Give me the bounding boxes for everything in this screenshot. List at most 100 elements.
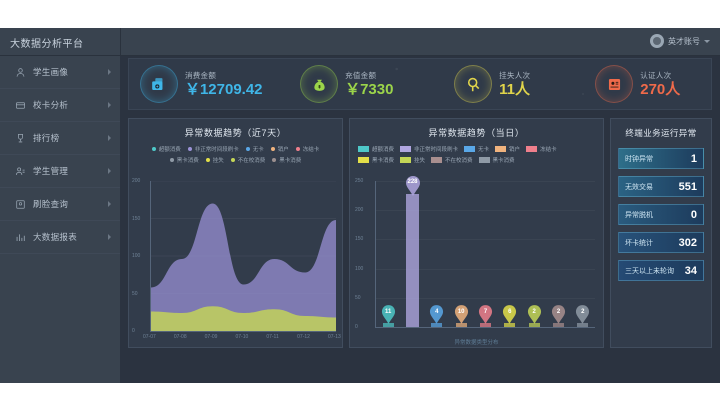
legend-item[interactable]: 销户: [270, 145, 289, 153]
grid-line: [376, 181, 595, 182]
bar: [553, 323, 564, 327]
value-marker-label: 2: [556, 308, 561, 315]
kpi-card-consumption: 消费金额 ￥12709.42: [129, 66, 275, 102]
sidebar-item-card-analysis[interactable]: 校卡分析: [0, 89, 120, 122]
chart-title: 异常数据趋势（近7天）: [184, 128, 287, 138]
user-avatar-icon: [650, 34, 664, 48]
user-menu[interactable]: 英才账号: [650, 34, 710, 48]
bar: [577, 323, 589, 327]
money-bag-icon: [301, 66, 337, 102]
chevron-right-icon: [108, 69, 111, 75]
legend-item[interactable]: 黑卡消费: [169, 156, 199, 164]
stat-label: 时钟异常: [625, 155, 653, 163]
legend-item[interactable]: 不在校消费: [230, 156, 265, 164]
user-name: 英才账号: [668, 36, 700, 46]
sidebar-item-label: 刷脸查询: [33, 199, 69, 209]
legend-item[interactable]: 非正常时间段刷卡: [187, 145, 239, 153]
sidebar-item-label: 校卡分析: [33, 100, 69, 110]
legend-item[interactable]: 超额消费: [151, 145, 181, 153]
y-tick-label: 50: [132, 290, 138, 297]
value-marker-label: 2: [532, 308, 536, 315]
kpi-label: 充值金额: [345, 71, 377, 81]
stat-value: 551: [678, 180, 697, 193]
legend-label: 黑卡消费: [492, 158, 515, 164]
legend-item[interactable]: 销户: [495, 145, 520, 153]
legend-item[interactable]: 无卡: [245, 145, 264, 153]
legend-item[interactable]: 非正常时间段刷卡: [400, 145, 458, 153]
stat-row[interactable]: 异常脱机 0: [618, 204, 704, 225]
terminal-status-panel: 终端业务运行异常 时钟异常 1 无效交易 551 异常脱机 0 坏卡统计 302 三天以上未轮询…: [610, 118, 712, 348]
series-area-abnormal-time: [151, 203, 336, 331]
sidebar-item-bigdata-report[interactable]: 大数据报表: [0, 221, 120, 254]
stat-value: 1: [690, 152, 697, 165]
sidebar-item-student-portrait[interactable]: 学生画像: [0, 56, 120, 89]
report-icon: [14, 231, 26, 243]
sidebar: 学生画像 校卡分析 排行榜 学生管: [0, 56, 120, 383]
legend-item[interactable]: 超额消费: [358, 145, 394, 153]
legend-color-dot: [230, 158, 235, 162]
x-tick-label: 07-10: [235, 334, 249, 340]
legend-item[interactable]: 黑卡消费: [478, 156, 515, 164]
legend-label: 无卡: [252, 147, 264, 153]
bar: [455, 323, 467, 327]
y-tick-label: 0: [355, 324, 358, 330]
legend-color-swatch: [526, 146, 538, 152]
value-marker-label: 228: [407, 179, 418, 186]
legend-color-dot: [272, 158, 277, 162]
legend-item[interactable]: 挂失: [400, 156, 425, 164]
legend-item[interactable]: 冻结卡: [295, 145, 319, 153]
legend-item[interactable]: 黑卡消费: [358, 156, 394, 164]
sidebar-item-label: 大数据报表: [33, 232, 78, 242]
bar: [406, 193, 419, 327]
chevron-right-icon: [108, 234, 111, 240]
sidebar-item-student-management[interactable]: 学生管理: [0, 155, 120, 188]
legend-label: 黑卡消费: [372, 158, 395, 164]
legend-item[interactable]: 无卡: [464, 145, 489, 153]
stat-value: 0: [690, 208, 697, 221]
sidebar-item-label: 排行榜: [33, 133, 60, 143]
value-marker-label: 10: [457, 308, 465, 315]
chevron-right-icon: [108, 168, 111, 174]
legend-item[interactable]: 不在校消费: [431, 156, 473, 164]
topbar-divider: [120, 28, 121, 56]
legend-label: 黑卡消费: [176, 158, 199, 164]
kpi-value: ￥12709.42: [184, 81, 263, 99]
legend-label: 挂失: [212, 158, 224, 164]
legend-item[interactable]: 黑卡消费: [272, 156, 301, 164]
chevron-right-icon: [108, 201, 111, 207]
legend-label: 销户: [509, 147, 521, 153]
y-tick-label: 200: [132, 178, 141, 184]
x-tick-label: 07-08: [173, 334, 187, 340]
chart-card-weekly-trend: 异常数据趋势（近7天） 超额消费 非正常时间段刷卡 无卡 销户 冻结卡黑卡消费 挂失 不在校…: [128, 118, 343, 348]
value-marker-label: 7: [483, 308, 488, 315]
legend-label: 无卡: [478, 147, 490, 153]
chart-legend-weekly[interactable]: 超额消费 非正常时间段刷卡 无卡 销户 冻结卡 黑卡消费 挂失 不在校消费 黑卡消费: [129, 139, 342, 166]
x-axis-title: 异常数据类型分布: [454, 340, 499, 346]
student-manage-icon: [14, 165, 26, 177]
legend-label: 销户: [277, 147, 289, 153]
stat-row[interactable]: 时钟异常 1: [618, 148, 704, 169]
sidebar-item-ranking[interactable]: 排行榜: [0, 122, 120, 155]
y-tick-label: 50: [355, 294, 361, 301]
value-marker: 2: [527, 305, 542, 324]
y-axis-line: [150, 181, 151, 331]
bar: [528, 323, 540, 327]
stat-row[interactable]: 坏卡统计 302: [618, 232, 704, 253]
y-tick-label: 250: [355, 178, 364, 184]
x-axis-line: [150, 331, 336, 332]
chevron-right-icon: [108, 102, 111, 108]
kpi-label: 挂失人次: [499, 71, 531, 81]
stat-row[interactable]: 三天以上未轮询 34: [618, 260, 704, 281]
chart-legend-daily[interactable]: 超额消费 非正常时间段刷卡 无卡 销户 冻结卡 黑卡消费 挂失 不在校消费 黑卡消费: [350, 139, 603, 166]
kpi-strip: 消费金额 ￥12709.42 充值金额 ￥7330 挂失人次 11人: [128, 58, 712, 110]
sidebar-item-face-query[interactable]: 刷脸查询: [0, 188, 120, 221]
legend-label: 不在校消费: [445, 158, 473, 164]
trophy-icon: [14, 132, 26, 144]
y-tick-label: 100: [355, 265, 364, 272]
legend-item[interactable]: 冻结卡: [526, 145, 557, 153]
legend-item[interactable]: 挂失: [205, 156, 224, 164]
stat-row[interactable]: 无效交易 551: [618, 176, 704, 197]
x-tick-label: 07-11: [266, 334, 279, 340]
value-marker: 228: [405, 175, 421, 196]
